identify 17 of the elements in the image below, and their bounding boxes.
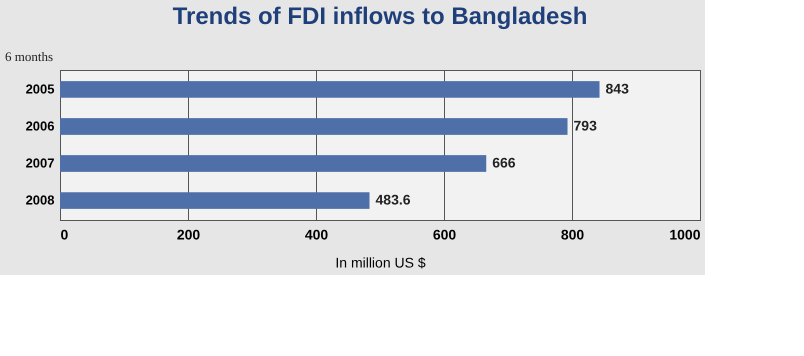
x-tick-label: 600 [432,226,456,242]
text: 6 months [5,49,54,64]
y-tick-label: 2006 [26,118,54,134]
x-tick-label: 0 [60,226,68,242]
y-tick-label: 2007 [26,156,54,171]
x-axis-title: In million US $ [335,254,426,270]
x-tick-label: 800 [560,226,584,242]
y-tick-label: 2008 [26,192,54,208]
x-tick-label: 200 [176,226,200,242]
data-label: 793 [574,117,598,134]
chart-title: Trends of FDI inflows to Bangladesh [172,3,588,30]
data-label: 483.6 [376,192,411,208]
x-tick-label: 1000 [669,226,701,242]
x-tick-label: 400 [304,226,328,242]
data-label: 666 [492,154,516,171]
y-tick-label: 2005 [26,81,54,96]
data-label: 843 [606,80,630,96]
